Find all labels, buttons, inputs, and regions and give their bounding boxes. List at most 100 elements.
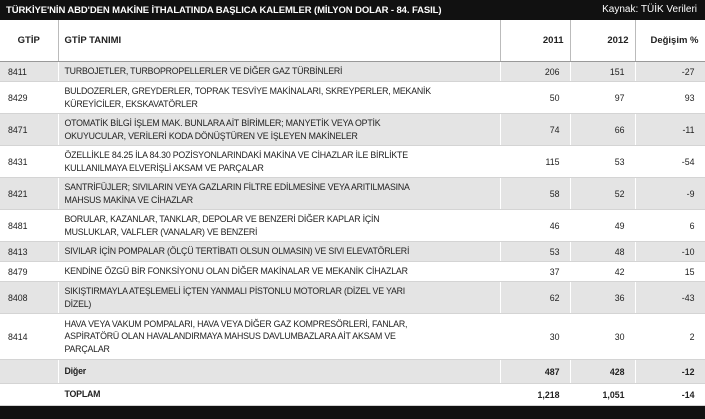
code-cell: 8414 xyxy=(0,313,59,360)
value-cell: 36 xyxy=(570,281,636,314)
column-header: GTİP xyxy=(0,20,59,62)
description-line: BORULAR, KAZANLAR, TANKLAR, DEPOLAR VE B… xyxy=(64,214,380,224)
value-cell: 2 xyxy=(635,313,705,360)
title-bar: TÜRKİYE'NİN ABD'DEN MAKİNE İTHALATINDA B… xyxy=(0,0,705,20)
value: 206 xyxy=(544,66,560,77)
value-cell: -10 xyxy=(635,241,705,262)
description-line: KENDİNE ÖZGÜ BİR FONKSİYONU OLAN DİĞER M… xyxy=(64,266,408,277)
value: 115 xyxy=(545,156,560,167)
value: 37 xyxy=(549,266,560,277)
value-cell: 151 xyxy=(570,61,636,82)
value-cell: -11 xyxy=(635,113,705,146)
table-row: 8421 SANTRİFÜJLER; SIVILARIN VEYA GAZLARI… xyxy=(0,177,705,210)
value-cell: 15 xyxy=(635,261,705,282)
table-row: 8429 BULDOZERLER, GREYDERLER, TOPRAK TESV… xyxy=(0,81,705,114)
value: 36 xyxy=(614,292,625,303)
column-header: 2011 xyxy=(500,20,571,62)
description-cell: SANTRİFÜJLER; SIVILARIN VEYA GAZLARIN Fİ… xyxy=(58,177,501,210)
description-cell: BORULAR, KAZANLAR, TANKLAR, DEPOLAR VE B… xyxy=(58,209,501,242)
source: Kaynak: TÜİK Verileri xyxy=(602,4,697,15)
value: -27 xyxy=(681,66,695,77)
code-cell xyxy=(0,359,59,384)
code: 8411 xyxy=(8,66,27,77)
column-header: GTİP TANIMI xyxy=(58,20,501,62)
description-line: TURBOJETLER, TURBOPROPELLERLER VE DİĞER … xyxy=(64,66,343,77)
code-cell xyxy=(0,383,59,406)
description-cell: KENDİNE ÖZGÜ BİR FONKSİYONU OLAN DİĞER M… xyxy=(58,261,501,282)
value: 487 xyxy=(544,366,560,377)
value-cell: -14 xyxy=(635,383,705,406)
bottom-bar xyxy=(0,406,705,419)
table-row: 8481 BORULAR, KAZANLAR, TANKLAR, DEPOLAR … xyxy=(0,209,705,242)
data-table: GTİP GTİP TANIMI 2011 2012 Değişim % 8411 TUR… xyxy=(0,20,705,406)
value-cell: 37 xyxy=(500,261,571,282)
description-line: SIKIŞTIRMAYLA ATEŞLEMELİ İÇTEN YANMALI P… xyxy=(64,286,406,296)
code: 8431 xyxy=(8,156,28,167)
value: 1,218 xyxy=(537,389,560,400)
table-row: 8431 ÖZELLİKLE 84.25 İLA 84.30 POZİSYONLA… xyxy=(0,145,705,178)
value: -11 xyxy=(682,124,695,135)
description-line: Diğer xyxy=(64,366,87,377)
description-cell: BULDOZERLER, GREYDERLER, TOPRAK TESVİYE … xyxy=(58,81,501,114)
code: 8421 xyxy=(8,188,28,199)
value-cell: 428 xyxy=(570,359,636,384)
description-line: PARÇALAR xyxy=(64,343,110,354)
code: 8471 xyxy=(8,124,28,135)
value-cell: -9 xyxy=(635,177,705,210)
value: 151 xyxy=(609,66,625,77)
description-line: MUSLUKLAR, VALFLER (VANALAR) VE BENZERİ xyxy=(64,226,258,237)
description-cell: HAVA VEYA VAKUM POMPALARI, HAVA VEYA DİĞ… xyxy=(58,313,501,360)
table-row: 8471 OTOMATİK BİLGİ İŞLEM MAK. BUNLARA Aİ… xyxy=(0,113,705,146)
value: 6 xyxy=(689,220,695,231)
value-cell: 206 xyxy=(500,61,571,82)
value-cell: 115 xyxy=(500,145,571,178)
value: 428 xyxy=(609,366,625,377)
code: 8408 xyxy=(8,292,28,303)
value-cell: 58 xyxy=(500,177,571,210)
value: 30 xyxy=(549,331,560,342)
value: -10 xyxy=(681,246,695,257)
value: 52 xyxy=(614,188,625,199)
value: 97 xyxy=(614,92,625,103)
value: 93 xyxy=(684,92,695,103)
value: 15 xyxy=(684,266,695,277)
value: -43 xyxy=(681,292,695,303)
code-cell: 8431 xyxy=(0,145,59,178)
value-cell: 49 xyxy=(570,209,636,242)
description-line: ASPİRATÖRÜ OLAN HAVALANDIRMAYA MAHSUS DA… xyxy=(64,331,396,342)
value: 2 xyxy=(689,331,695,342)
value-cell: -43 xyxy=(635,281,705,314)
code: 8414 xyxy=(8,331,28,342)
description-cell: Diğer xyxy=(58,359,501,384)
description-line: SIVILAR İÇİN POMPALAR (ÖLÇÜ TERTİBATI OL… xyxy=(64,246,410,257)
description-cell: TURBOJETLER, TURBOPROPELLERLER VE DİĞER … xyxy=(58,61,501,82)
code: 8429 xyxy=(8,92,28,103)
value-cell: 30 xyxy=(500,313,571,360)
value-cell: 52 xyxy=(570,177,636,210)
description-cell: ÖZELLİKLE 84.25 İLA 84.30 POZİSYONLARIND… xyxy=(58,145,501,178)
value: -14 xyxy=(681,389,695,400)
value-cell: 53 xyxy=(570,145,636,178)
value: 50 xyxy=(549,92,560,103)
code-cell: 8479 xyxy=(0,261,59,282)
description-line: TOPLAM xyxy=(64,389,101,400)
code-cell: 8411 xyxy=(0,61,59,82)
value: 58 xyxy=(549,188,560,199)
value-cell: 97 xyxy=(570,81,636,114)
description-cell: OTOMATİK BİLGİ İŞLEM MAK. BUNLARA AİT Bİ… xyxy=(58,113,501,146)
description-cell: SIVILAR İÇİN POMPALAR (ÖLÇÜ TERTİBATI OL… xyxy=(58,241,501,262)
table-row: 8411 TURBOJETLER, TURBOPROPELLERLER VE Dİ… xyxy=(0,61,705,82)
value: -9 xyxy=(686,188,695,199)
description-line: HAVA VEYA VAKUM POMPALARI, HAVA VEYA DİĞ… xyxy=(64,318,408,329)
description-line: OTOMATİK BİLGİ İŞLEM MAK. BUNLARA AİT Bİ… xyxy=(64,118,381,128)
description-line: DİZEL) xyxy=(64,298,92,309)
header-row: GTİP GTİP TANIMI 2011 2012 Değişim % xyxy=(0,20,705,62)
code-cell: 8429 xyxy=(0,81,59,114)
value-cell: -12 xyxy=(635,359,705,384)
value-cell: 53 xyxy=(500,241,571,262)
value-cell: 30 xyxy=(570,313,636,360)
value: 48 xyxy=(614,246,625,257)
value-cell: 48 xyxy=(570,241,636,262)
description-cell: SIKIŞTIRMAYLA ATEŞLEMELİ İÇTEN YANMALI P… xyxy=(58,281,501,314)
